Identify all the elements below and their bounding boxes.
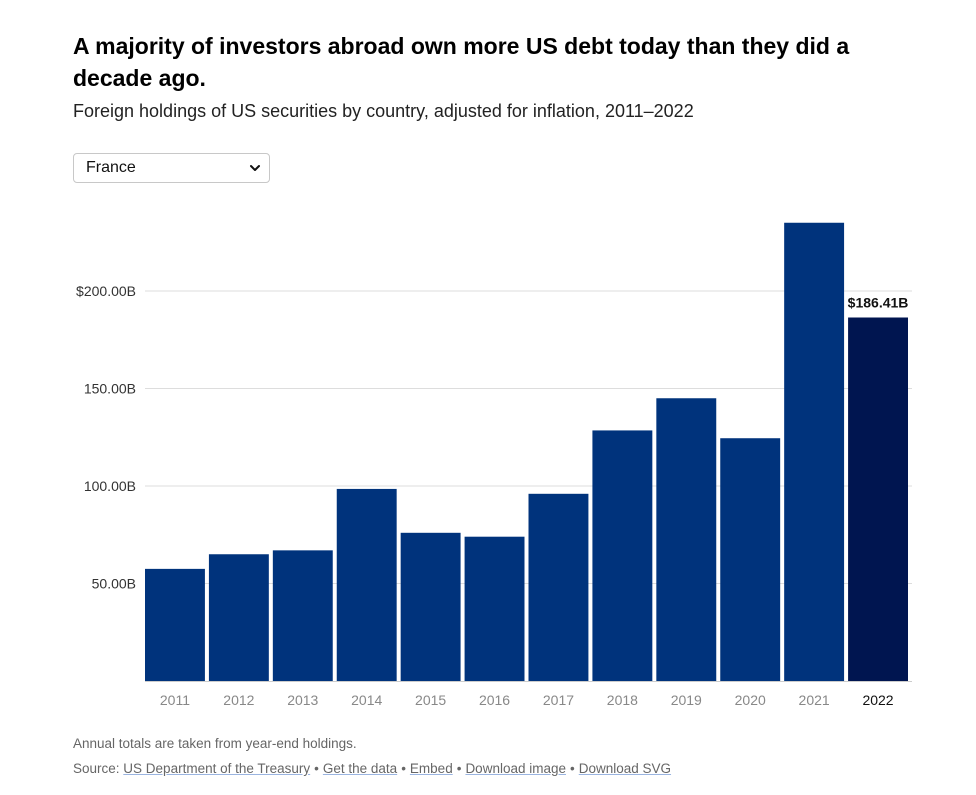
bar [656,398,717,681]
x-tick-label: 2019 [671,692,702,708]
y-tick-label: 100.00B [84,478,136,494]
embed-link[interactable]: Embed [409,761,453,776]
chart-subtitle: Foreign holdings of US securities by cou… [73,101,694,121]
chevron-down-icon [250,165,260,171]
source-line: Source: US Department of the Treasury • Ge… [73,761,671,776]
y-tick-label: $200.00B [76,283,136,299]
download-image-link[interactable]: Download image [465,761,566,776]
bar [336,488,397,681]
x-tick-label: 2014 [351,692,382,708]
separator: • [401,761,406,776]
footnote: Annual totals are taken from year-end ho… [73,736,357,751]
download-svg-link[interactable]: Download SVG [578,761,672,776]
bar [208,554,269,681]
bar-chart: 50.00B 100.00B 150.00B $200.00B 2011 2012 2013… [76,222,912,708]
country-select-value: France [86,159,136,176]
separator: • [570,761,575,776]
separator: • [314,761,319,776]
get-data-link[interactable]: Get the data [322,761,398,776]
x-tick-label: 2016 [479,692,510,708]
treasury-link[interactable]: US Department of the Treasury [123,761,311,776]
bar [528,493,589,681]
x-tick-label: 2012 [223,692,254,708]
y-tick-label: 50.00B [92,576,136,592]
bar [592,430,653,681]
bar [720,438,781,681]
chart-title: A majority of investors abroad own more … [73,33,850,91]
bar [272,550,333,681]
y-tick-label: 150.00B [84,381,136,397]
bar [145,568,205,681]
x-tick-label: 2021 [799,692,830,708]
separator: • [456,761,462,776]
source-prefix: Source: [73,761,120,776]
x-tick-label: 2022 [862,692,893,708]
x-tick-label: 2018 [607,692,638,708]
x-tick-label: 2017 [543,692,574,708]
country-select[interactable]: France [73,153,270,183]
x-tick-label: 2020 [735,692,766,708]
bar [400,532,461,681]
x-tick-label: 2015 [415,692,446,708]
x-tick-label: 2013 [287,692,318,708]
bar [784,222,845,681]
bar [848,317,908,681]
bar [464,536,525,681]
data-label: $186.41B [848,295,909,311]
x-tick-label: 2011 [160,692,190,708]
